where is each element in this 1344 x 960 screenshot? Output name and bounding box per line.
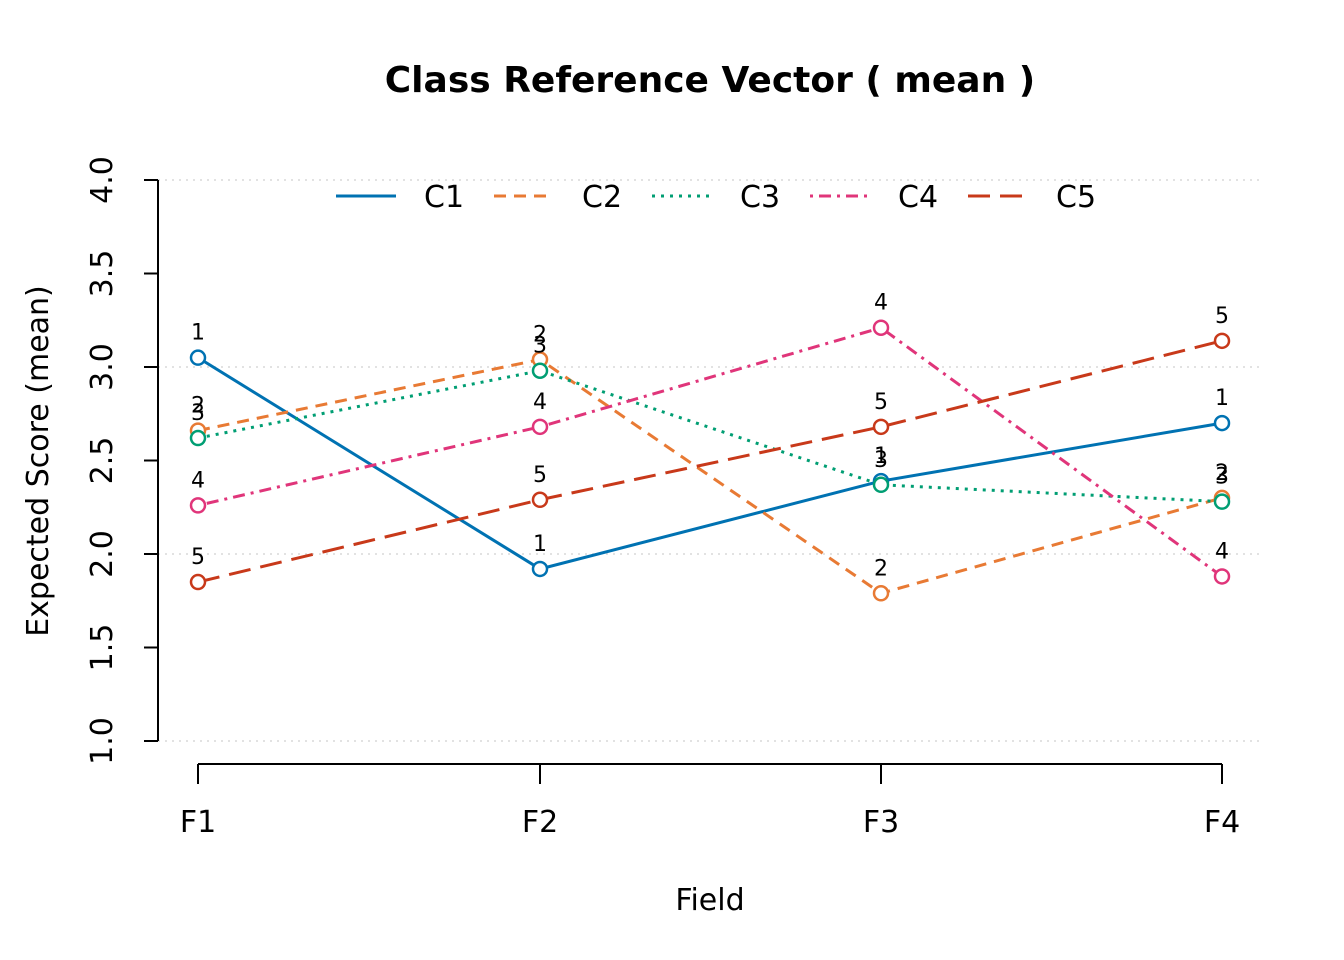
data-point bbox=[189, 429, 207, 447]
data-point-label: 1 bbox=[874, 444, 888, 469]
data-point bbox=[531, 362, 549, 379]
legend-item-c5: C5 bbox=[968, 180, 1096, 215]
data-point-label: 3 bbox=[191, 401, 205, 426]
data-point-label: 1 bbox=[191, 321, 205, 346]
legend-label: C1 bbox=[424, 180, 464, 215]
data-point-label: 2 bbox=[533, 323, 547, 348]
data-point-label: 4 bbox=[1215, 539, 1229, 564]
legend-item-c2: C2 bbox=[494, 180, 622, 215]
y-tick-label: 3.0 bbox=[85, 343, 120, 391]
y-tick-label: 1.5 bbox=[85, 624, 120, 672]
data-point-label: 3 bbox=[533, 334, 547, 359]
data-point-label: 2 bbox=[874, 556, 888, 581]
data-point-label: 4 bbox=[533, 390, 547, 415]
series-c2: 2 2 2 2 bbox=[189, 323, 1231, 602]
data-point bbox=[872, 476, 890, 494]
series-line bbox=[197, 369, 1223, 504]
data-point-label: 2 bbox=[191, 394, 205, 419]
x-axis-label: Field bbox=[675, 883, 744, 918]
legend-label: C5 bbox=[1056, 180, 1096, 215]
series-line bbox=[197, 357, 1223, 595]
x-axis: F1 F2 F3 F4 bbox=[180, 763, 1240, 840]
data-point-label: 5 bbox=[533, 463, 547, 488]
data-point bbox=[1213, 568, 1231, 585]
series-line bbox=[197, 356, 1223, 571]
data-point bbox=[189, 497, 207, 514]
y-tick-label: 4.0 bbox=[85, 156, 120, 204]
data-point-label: 5 bbox=[191, 545, 205, 570]
data-point bbox=[872, 319, 890, 336]
legend-label: C3 bbox=[740, 180, 780, 215]
y-tick-label: 2.0 bbox=[85, 530, 120, 578]
legend-label: C2 bbox=[582, 180, 622, 215]
y-axis: 1.0 1.5 2.0 2.5 3.0 3.5 4.0 bbox=[85, 156, 159, 765]
data-point-label: 1 bbox=[1215, 386, 1229, 411]
data-point bbox=[189, 349, 207, 366]
x-tick-label: F3 bbox=[863, 805, 899, 840]
legend-item-c1: C1 bbox=[336, 180, 464, 215]
data-point-label: 2 bbox=[1215, 461, 1229, 486]
y-tick-label: 2.5 bbox=[85, 437, 120, 485]
data-point-label: 3 bbox=[1215, 465, 1229, 490]
chart-title: Class Reference Vector ( mean ) bbox=[385, 60, 1035, 101]
y-tick-label: 1.0 bbox=[85, 717, 120, 765]
data-point bbox=[872, 418, 890, 436]
legend-item-c3: C3 bbox=[652, 180, 780, 215]
series-c3: 3 3 3 3 bbox=[189, 334, 1231, 510]
data-point bbox=[531, 560, 549, 578]
grid bbox=[158, 179, 1262, 742]
series-line bbox=[197, 326, 1223, 578]
data-point-label: 4 bbox=[874, 291, 888, 316]
series-line bbox=[197, 339, 1223, 584]
data-point bbox=[872, 585, 890, 602]
y-axis-label: Expected Score (mean) bbox=[21, 285, 56, 637]
data-point bbox=[531, 418, 549, 436]
series-c1: 1 1 1 1 bbox=[189, 321, 1231, 578]
data-point-label: 5 bbox=[874, 390, 888, 415]
series-c4: 4 4 4 4 bbox=[189, 291, 1231, 585]
x-tick-label: F1 bbox=[180, 805, 216, 840]
data-point bbox=[531, 491, 549, 509]
y-tick-label: 3.5 bbox=[85, 250, 120, 298]
data-point-label: 3 bbox=[874, 448, 888, 473]
data-point-label: 4 bbox=[191, 468, 205, 493]
legend-label: C4 bbox=[898, 180, 938, 215]
data-point-label: 1 bbox=[533, 532, 547, 557]
legend: C1 C2 C3 C4 C5 bbox=[336, 180, 1096, 215]
data-point bbox=[1213, 332, 1231, 350]
data-point bbox=[1213, 414, 1231, 432]
data-point-label: 5 bbox=[1215, 304, 1229, 329]
data-point bbox=[189, 573, 207, 591]
series-c5: 5 5 5 5 bbox=[189, 304, 1231, 591]
x-tick-label: F2 bbox=[522, 805, 558, 840]
x-tick-label: F4 bbox=[1204, 805, 1240, 840]
data-point bbox=[1213, 493, 1231, 510]
legend-item-c4: C4 bbox=[810, 180, 938, 215]
